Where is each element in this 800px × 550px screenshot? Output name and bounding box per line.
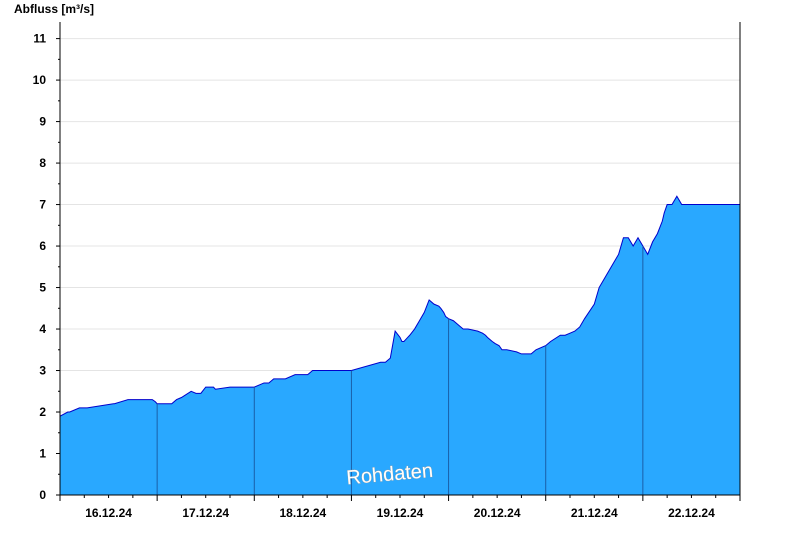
x-tick-label: 21.12.24 xyxy=(571,506,618,520)
y-tick-label: 8 xyxy=(39,156,46,170)
y-tick-label: 1 xyxy=(39,447,46,461)
y-tick-label: 5 xyxy=(39,281,46,295)
x-tick-label: 20.12.24 xyxy=(474,506,521,520)
y-tick-label: 0 xyxy=(39,488,46,502)
y-tick-layer: 0 1 2 3 4 5 6 7 8 9 10 11 xyxy=(33,32,60,502)
discharge-area xyxy=(60,196,740,495)
x-tick-label: 22.12.24 xyxy=(668,506,715,520)
y-tick-label: 7 xyxy=(39,198,46,212)
y-tick-label: 3 xyxy=(39,364,46,378)
day-boundary-layer xyxy=(156,246,644,495)
x-tick-label: 16.12.24 xyxy=(85,506,132,520)
x-tick-label: 18.12.24 xyxy=(279,506,326,520)
area-layer xyxy=(59,195,740,495)
x-tick-layer: 16.12.24 17.12.24 18.12.24 19.12.24 20.12.24… xyxy=(59,495,741,520)
y-tick-label: 2 xyxy=(39,405,46,419)
discharge-line xyxy=(59,195,740,417)
y-tick-label: 10 xyxy=(33,73,47,87)
y-axis-title: Abfluss [m³/s] xyxy=(14,2,94,16)
x-tick-label: 19.12.24 xyxy=(377,506,424,520)
y-tick-label: 4 xyxy=(39,322,46,336)
y-tick-label: 9 xyxy=(39,115,46,129)
y-tick-label: 11 xyxy=(33,32,46,46)
y-tick-label: 6 xyxy=(39,239,46,253)
x-tick-label: 17.12.24 xyxy=(182,506,229,520)
